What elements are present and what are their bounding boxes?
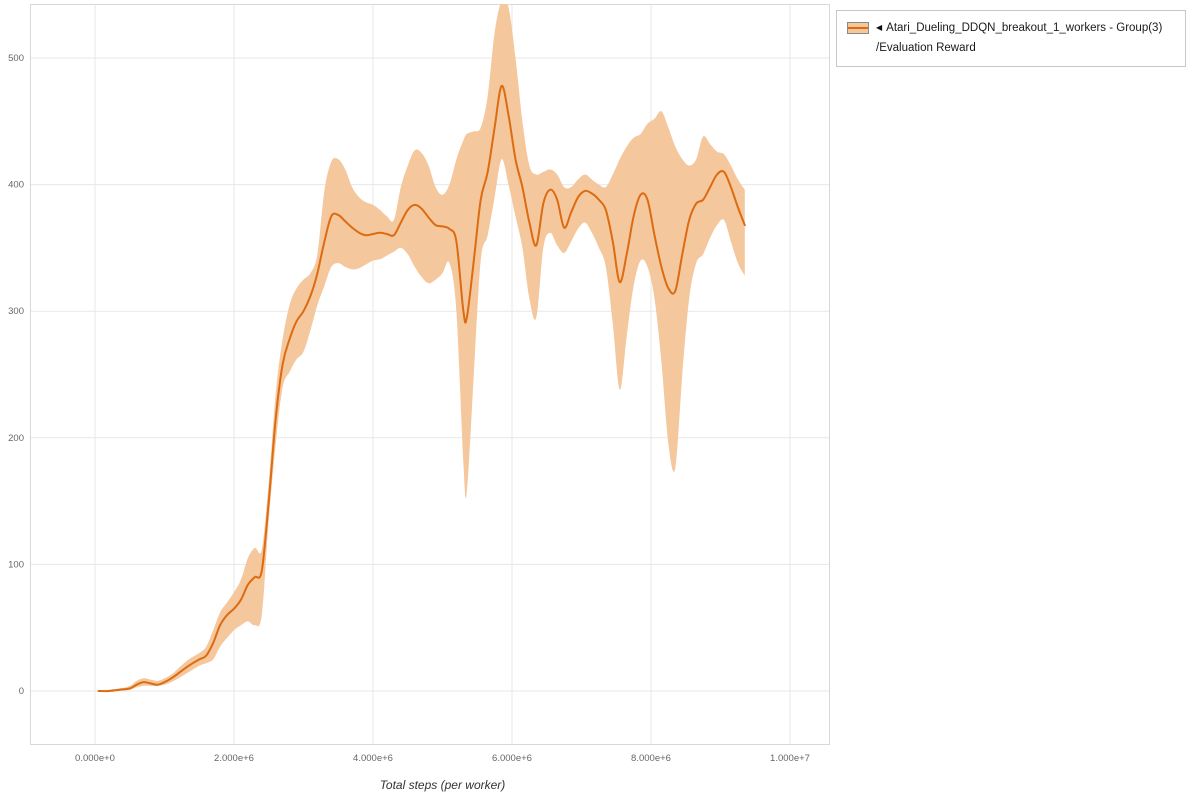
y-tick-label: 500 <box>8 53 24 64</box>
legend-swatch-line <box>848 27 868 29</box>
y-tick-label: 200 <box>8 433 24 444</box>
legend-series-name: Atari_Dueling_DDQN_breakout_1_workers - … <box>886 22 1163 34</box>
mean-reward-line <box>97 84 746 693</box>
legend-metric-name: /Evaluation Reward <box>876 41 976 54</box>
y-tick-label: 300 <box>8 306 24 317</box>
x-tick-label: 0.000e+0 <box>75 753 115 764</box>
legend-box[interactable]: ◀ Atari_Dueling_DDQN_breakout_1_workers -… <box>836 10 1186 68</box>
x-axis-label: Total steps (per worker) <box>379 778 506 792</box>
legend-text: ◀ Atari_Dueling_DDQN_breakout_1_workers -… <box>876 19 1162 58</box>
legend-color-swatch <box>847 22 869 34</box>
x-tick-label: 6.000e+6 <box>492 753 532 764</box>
y-tick-label: 0 <box>19 686 24 697</box>
confidence-band <box>98 4 745 692</box>
legend-entry[interactable]: ◀ Atari_Dueling_DDQN_breakout_1_workers -… <box>847 19 1175 58</box>
y-tick-label: 400 <box>8 180 24 191</box>
legend-collapse-icon[interactable]: ◀ <box>876 23 883 32</box>
x-tick-label: 1.000e+7 <box>770 753 810 764</box>
x-tick-label: 4.000e+6 <box>353 753 393 764</box>
x-tick-label: 8.000e+6 <box>631 753 671 764</box>
plot-border <box>30 4 830 745</box>
y-tick-label: 100 <box>8 559 24 570</box>
x-tick-label: 2.000e+6 <box>214 753 254 764</box>
